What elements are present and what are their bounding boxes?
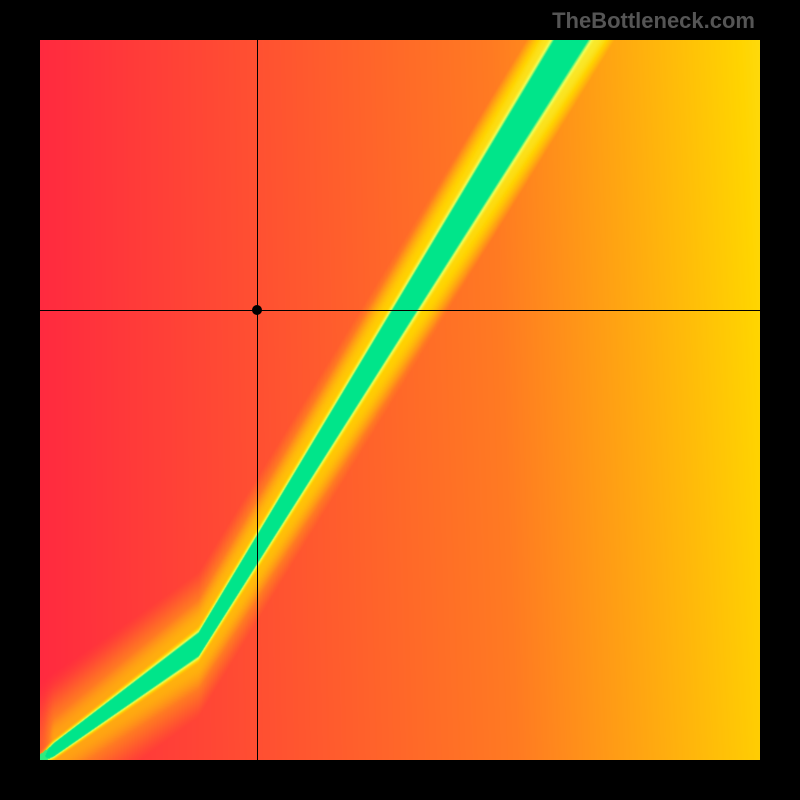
heatmap-plot-area — [40, 40, 760, 760]
crosshair-point — [252, 305, 262, 315]
heatmap-canvas — [40, 40, 760, 760]
watermark-label: TheBottleneck.com — [552, 8, 755, 34]
crosshair-horizontal — [40, 310, 760, 311]
crosshair-vertical — [257, 40, 258, 760]
chart-container: TheBottleneck.com — [0, 0, 800, 800]
